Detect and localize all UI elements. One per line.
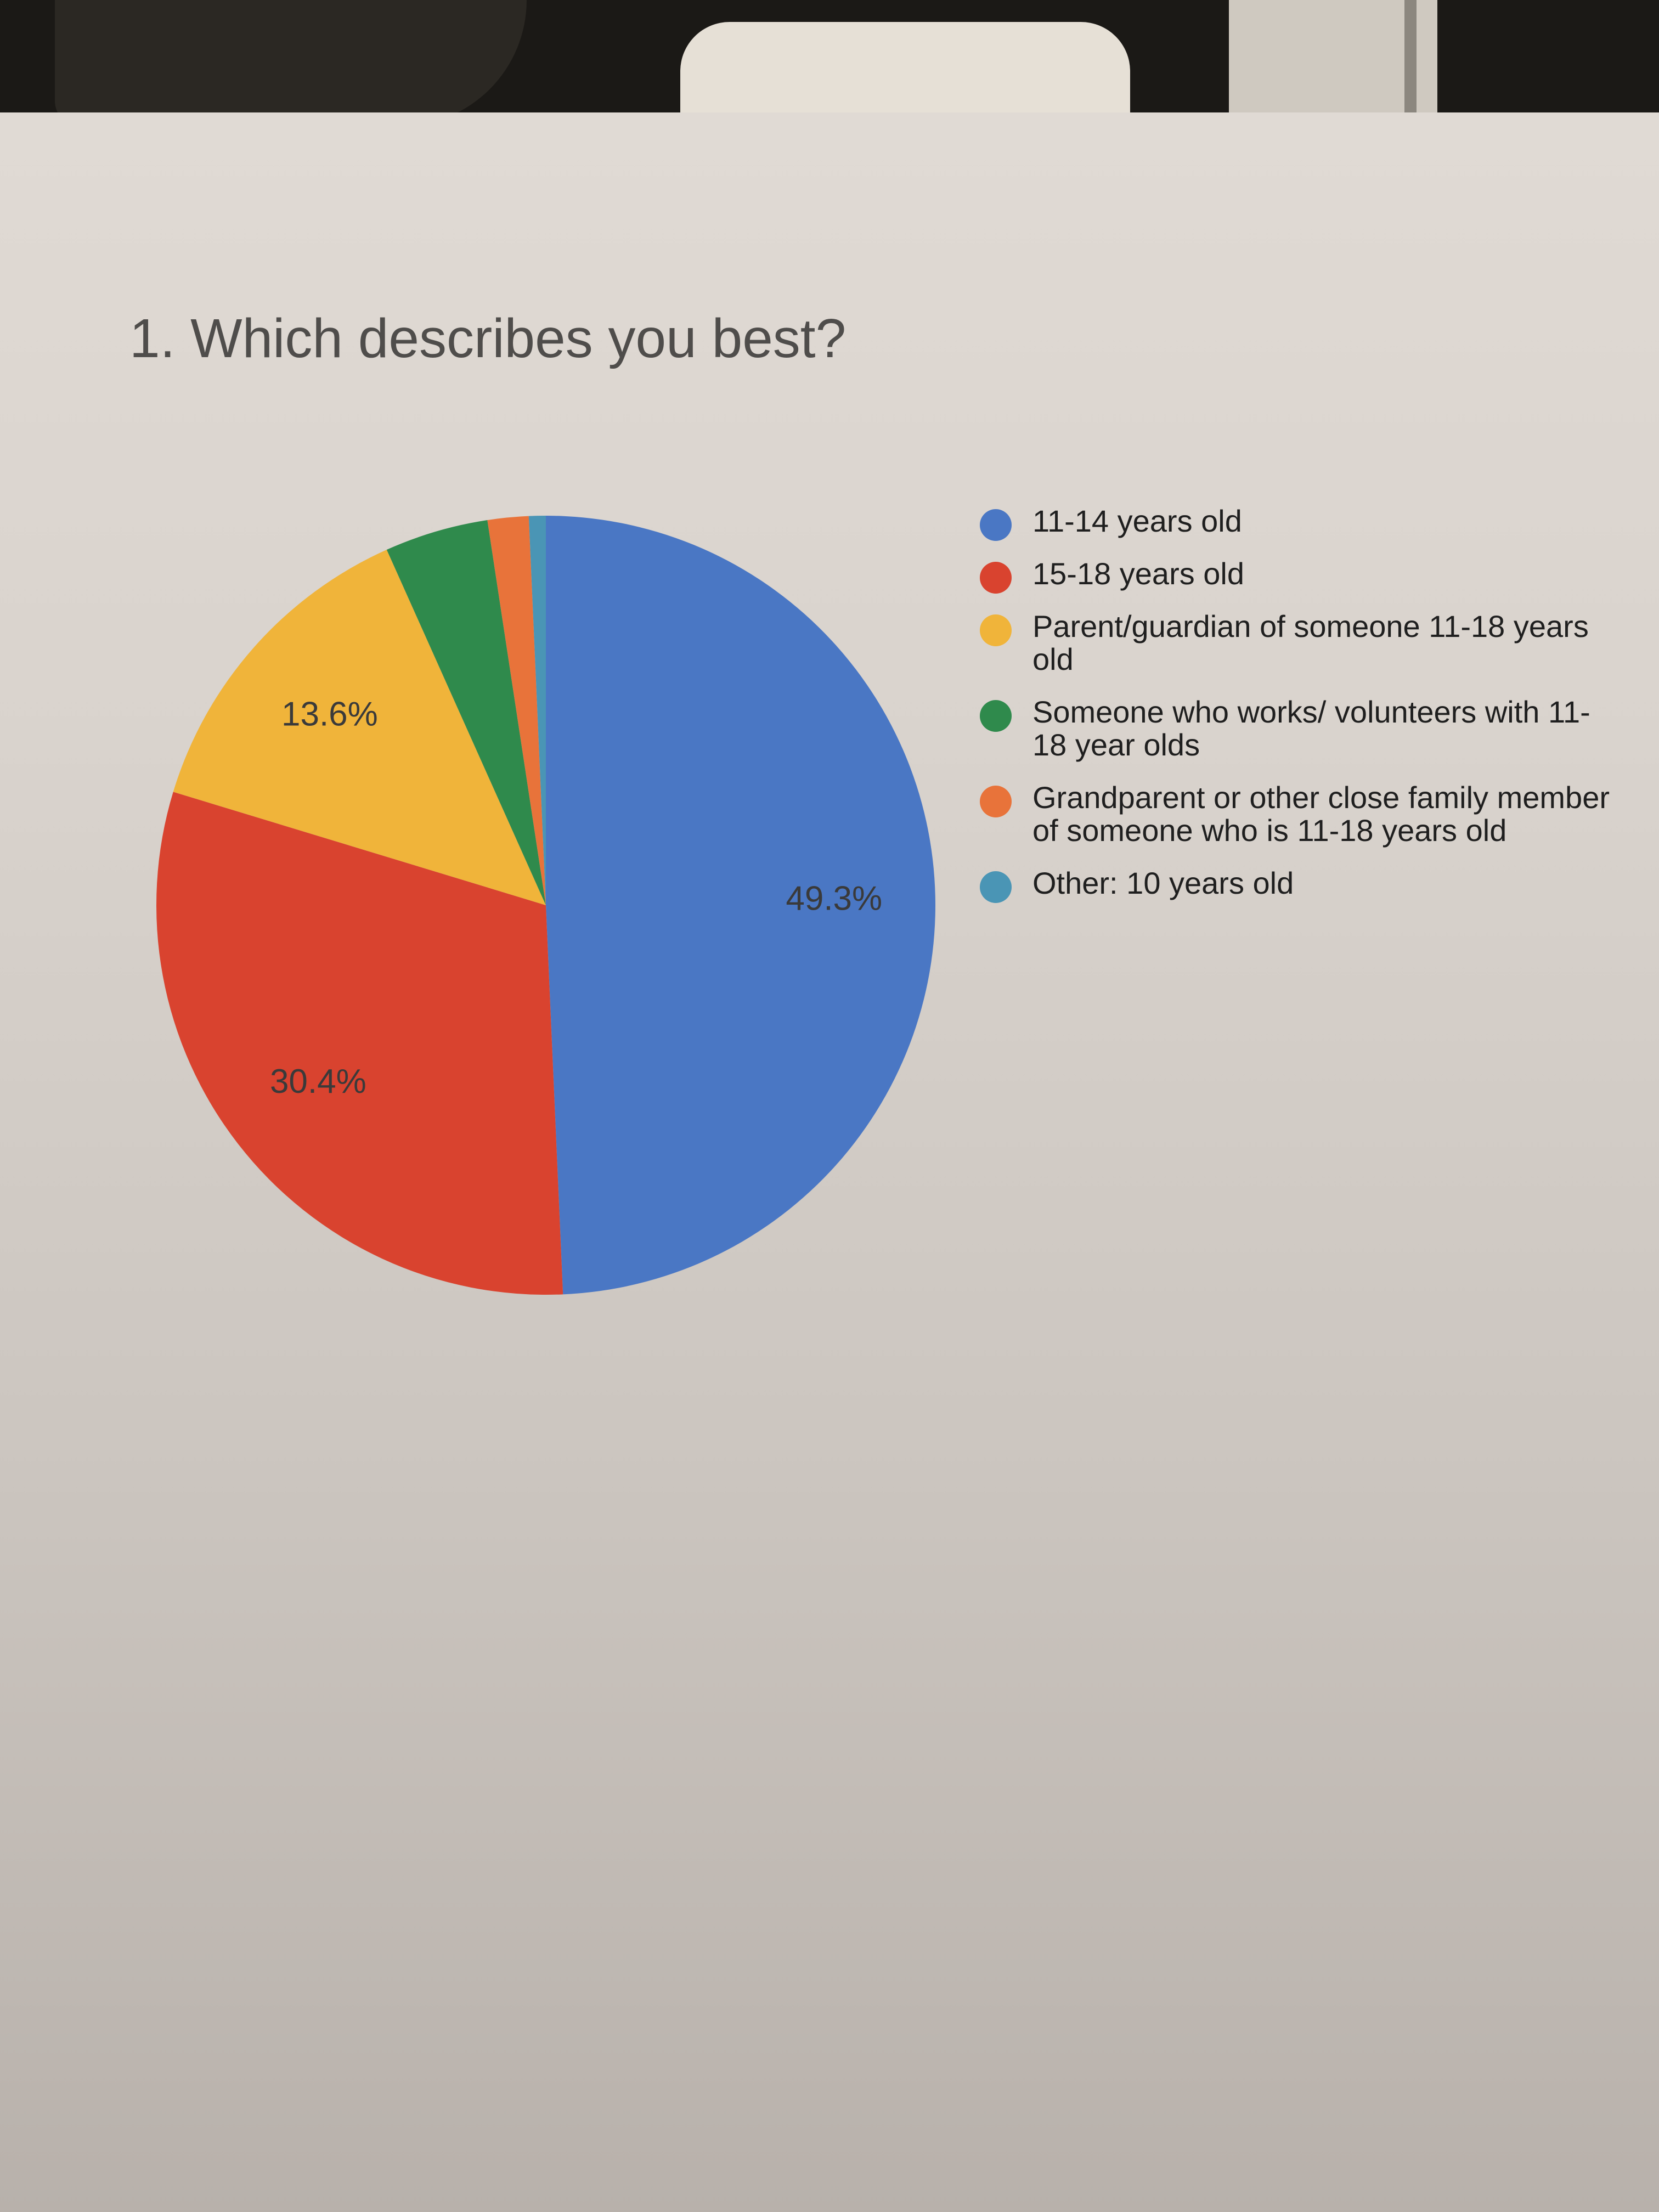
legend-swatch	[980, 786, 1012, 817]
legend-label: Grandparent or other close family member…	[1032, 780, 1610, 848]
legend-item-4: Someone who works/ volunteers with 11-18…	[980, 696, 1611, 761]
legend-label: 15-18 years old	[1032, 556, 1245, 591]
pie-slice-5	[487, 516, 546, 905]
legend-item-6: Other: 10 years old	[980, 866, 1611, 903]
background-doorframe-edge	[1404, 0, 1417, 137]
chart-title: 1. Which describes you best?	[129, 308, 847, 369]
pie-data-labels: 49.3% 30.4% 13.6%	[270, 696, 882, 1101]
pie-slice-2	[156, 792, 563, 1295]
legend-item-5: Grandparent or other close family member…	[980, 781, 1611, 847]
legend-label: Other: 10 years old	[1032, 866, 1294, 900]
background-shadow	[55, 0, 527, 126]
legend-swatch	[980, 700, 1012, 732]
pie-data-label-3: 13.6%	[281, 696, 378, 733]
chart-legend: 11-14 years old 15-18 years old Parent/gua…	[980, 505, 1611, 919]
legend-swatch	[980, 562, 1012, 594]
pie-slice-3	[173, 549, 546, 905]
legend-label: Parent/guardian of someone 11-18 years o…	[1032, 609, 1589, 676]
legend-item-1: 11-14 years old	[980, 504, 1611, 541]
legend-swatch	[980, 509, 1012, 541]
pie-slice-1	[546, 516, 936, 1295]
legend-item-3: Parent/guardian of someone 11-18 years o…	[980, 610, 1611, 676]
legend-label: 11-14 years old	[1032, 504, 1242, 538]
legend-item-2: 15-18 years old	[980, 556, 1611, 594]
legend-swatch	[980, 614, 1012, 646]
pie-data-label-1: 49.3%	[786, 879, 882, 917]
legend-label: Someone who works/ volunteers with 11-18…	[1032, 695, 1590, 762]
pie-slice-4	[386, 520, 546, 905]
pie-slice-6	[528, 516, 546, 905]
pie-data-label-2: 30.4%	[270, 1063, 366, 1101]
legend-swatch	[980, 871, 1012, 903]
pie-slices	[156, 516, 936, 1295]
